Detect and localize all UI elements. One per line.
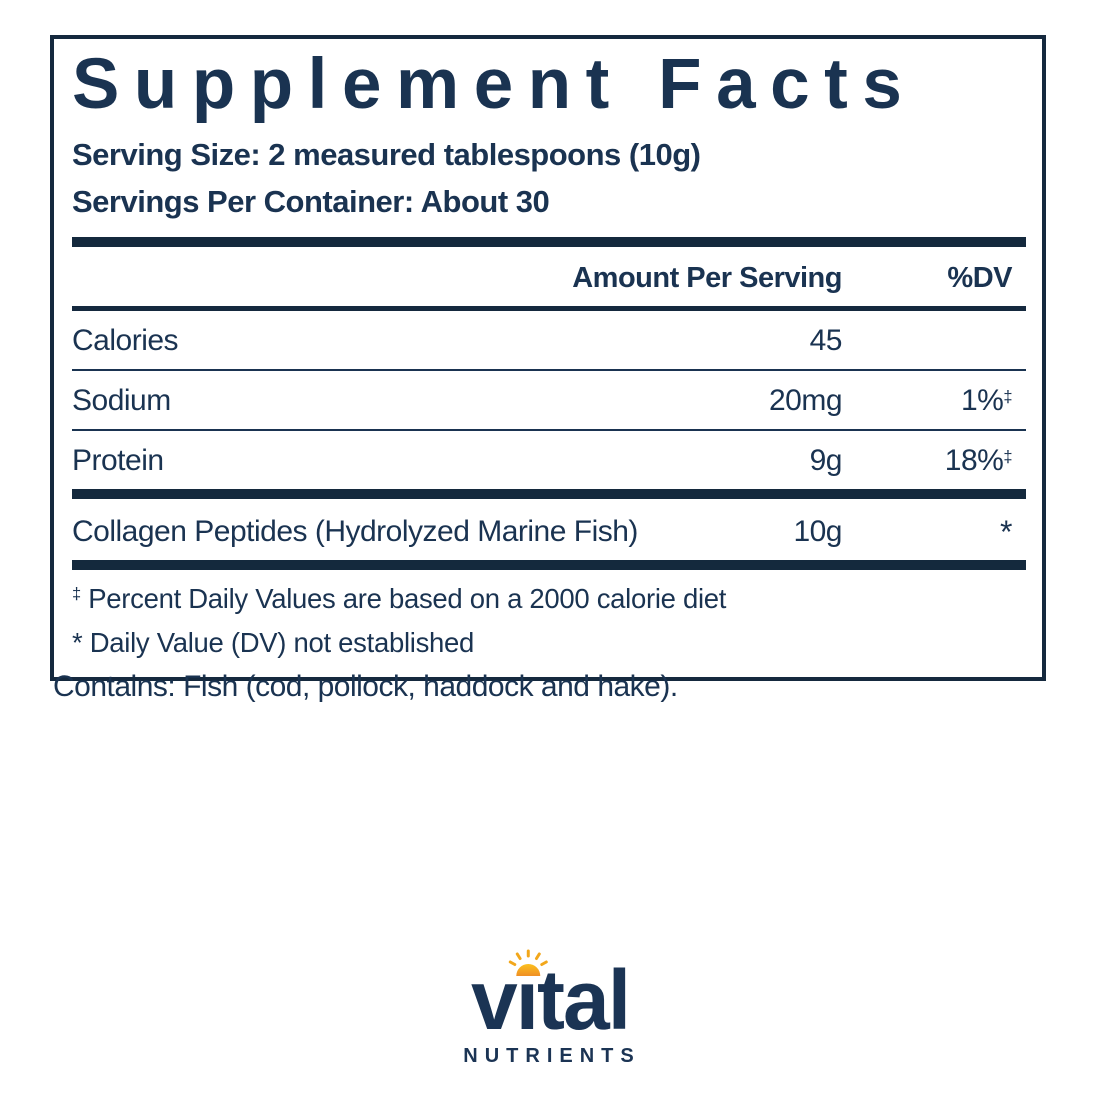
percent-dv-header: %DV: [947, 261, 1012, 294]
header-underline: [72, 305, 1026, 311]
footnote-text: Percent Daily Values are based on a 2000…: [88, 582, 727, 614]
thick-divider-top: [72, 236, 1026, 247]
column-header-row: Amount Per Serving %DV: [72, 247, 1026, 306]
footnote-marker: *: [72, 627, 83, 659]
row-divider: [72, 368, 1026, 371]
table-row-protein: Protein 9g 18%‡: [72, 431, 1026, 489]
servings-per-container-line: Servings Per Container: About 30: [72, 183, 550, 219]
serving-size-line: Serving Size: 2 measured tablespoons (10…: [72, 136, 701, 172]
thick-divider-bottom: [72, 559, 1026, 570]
contains-statement: Contains: Fish (cod, pollock, haddock an…: [53, 670, 678, 703]
footnote-marker: ‡: [72, 585, 81, 604]
table-row-calories: Calories 45: [72, 311, 1026, 369]
footnote-dv-not-established: * Daily Value (DV) not established: [72, 625, 1026, 661]
logo-word-text: vıtal: [470, 953, 631, 1047]
nutrient-dv: 18%‡: [842, 444, 1026, 478]
dv-value: 1%: [960, 383, 1004, 417]
dv-footnote-marker: ‡: [1003, 388, 1012, 407]
panel-title: Supplement Facts: [72, 45, 917, 124]
logo-subtext: NUTRIENTS: [463, 1045, 641, 1067]
nutrient-amount: 20mg: [768, 383, 843, 417]
logo-wordmark: vıtal: [471, 949, 631, 1042]
nutrient-amount: 10g: [793, 514, 842, 548]
dv-footnote-marker: ‡: [1003, 448, 1012, 467]
row-divider: [72, 428, 1026, 431]
nutrient-amount: 45: [809, 323, 843, 357]
dv-value: 18%: [944, 443, 1004, 477]
footnote-text: Daily Value (DV) not established: [89, 627, 475, 659]
table-row-sodium: Sodium 20mg 1%‡: [72, 371, 1026, 429]
nutrient-amount: 9g: [809, 443, 843, 477]
nutrient-name: Collagen Peptides (Hydrolyzed Marine Fis…: [72, 514, 638, 548]
amount-per-serving-header: Amount Per Serving: [572, 261, 842, 294]
nutrient-name: Sodium: [72, 383, 171, 417]
nutrient-dv: *: [1000, 513, 1012, 550]
supplement-facts-panel: Supplement Facts Serving Size: 2 measure…: [50, 35, 1046, 682]
nutrient-name: Calories: [72, 323, 179, 357]
nutrient-dv: 1%‡: [842, 384, 1026, 418]
sun-icon: [508, 949, 548, 976]
nutrient-name: Protein: [72, 443, 164, 477]
thick-divider-middle: [72, 488, 1026, 499]
brand-logo: vıtal NUTRIENTS: [459, 949, 641, 1068]
footnote-daily-values: ‡ Percent Daily Values are based on a 20…: [72, 581, 1026, 617]
table-row-collagen-peptides: Collagen Peptides (Hydrolyzed Marine Fis…: [72, 499, 1026, 560]
